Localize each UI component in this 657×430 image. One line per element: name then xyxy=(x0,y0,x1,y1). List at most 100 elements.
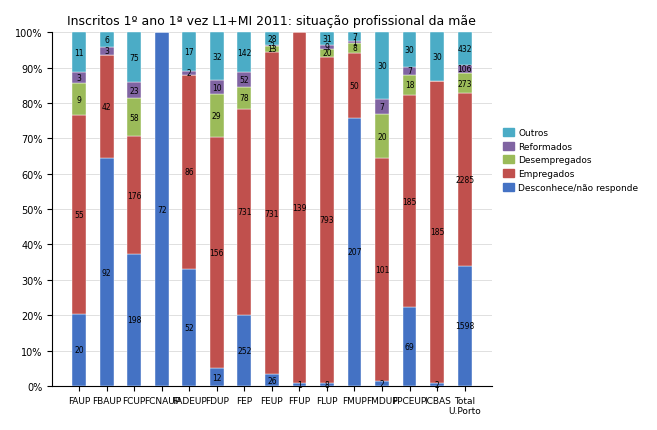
Text: 1598: 1598 xyxy=(455,322,474,330)
Text: 11: 11 xyxy=(74,49,84,58)
Text: 52: 52 xyxy=(185,323,194,332)
Text: 156: 156 xyxy=(210,249,224,258)
Text: 23: 23 xyxy=(129,86,139,95)
Bar xyxy=(292,33,306,384)
Text: 13: 13 xyxy=(267,45,277,54)
Text: 32: 32 xyxy=(212,52,221,61)
Bar xyxy=(348,43,361,54)
Text: 185: 185 xyxy=(402,197,417,206)
Bar xyxy=(127,254,141,386)
Bar xyxy=(72,314,86,386)
Bar xyxy=(458,74,472,94)
Bar xyxy=(375,33,389,99)
Text: 92: 92 xyxy=(102,268,112,277)
Text: 3: 3 xyxy=(269,42,275,51)
Bar xyxy=(375,115,389,159)
Text: 12: 12 xyxy=(212,373,221,381)
Text: 55: 55 xyxy=(74,211,84,219)
Text: 7: 7 xyxy=(352,33,357,42)
Bar xyxy=(320,383,334,386)
Text: 18: 18 xyxy=(405,81,415,90)
Bar xyxy=(403,307,417,386)
Bar xyxy=(348,54,361,119)
Text: 6: 6 xyxy=(104,36,109,45)
Bar xyxy=(375,159,389,381)
Bar xyxy=(348,42,361,43)
Bar xyxy=(183,33,196,71)
Text: 731: 731 xyxy=(237,208,252,217)
Text: 9: 9 xyxy=(77,95,81,104)
Bar xyxy=(265,47,279,52)
Bar xyxy=(183,76,196,269)
Bar xyxy=(210,95,223,138)
Text: 3: 3 xyxy=(104,47,109,56)
Bar xyxy=(127,83,141,98)
Text: 28: 28 xyxy=(267,35,277,44)
Bar xyxy=(100,55,114,159)
Bar xyxy=(375,381,389,386)
Bar xyxy=(72,116,86,314)
Text: 185: 185 xyxy=(430,228,444,237)
Bar xyxy=(237,73,251,88)
Bar xyxy=(320,33,334,46)
Bar xyxy=(210,138,223,368)
Text: 78: 78 xyxy=(240,94,249,103)
Bar xyxy=(210,80,223,95)
Text: 432: 432 xyxy=(457,45,472,54)
Text: 101: 101 xyxy=(375,266,389,275)
Title: Inscritos 1º ano 1ª vez L1+MI 2011: situação profissional da mãe: Inscritos 1º ano 1ª vez L1+MI 2011: situ… xyxy=(68,15,476,28)
Bar xyxy=(403,76,417,96)
Text: 50: 50 xyxy=(350,82,359,91)
Bar xyxy=(348,33,361,42)
Bar xyxy=(72,73,86,84)
Text: 198: 198 xyxy=(127,316,141,325)
Text: 8: 8 xyxy=(352,44,357,53)
Bar xyxy=(237,33,251,73)
Bar xyxy=(100,33,114,48)
Text: 731: 731 xyxy=(265,209,279,218)
Text: 9: 9 xyxy=(325,43,329,52)
Text: 142: 142 xyxy=(237,49,252,58)
Text: 31: 31 xyxy=(322,35,332,44)
Text: 29: 29 xyxy=(212,112,221,121)
Bar xyxy=(292,384,306,386)
Bar xyxy=(265,52,279,375)
Text: 69: 69 xyxy=(405,342,415,351)
Bar xyxy=(458,33,472,66)
Bar xyxy=(403,96,417,307)
Bar xyxy=(237,315,251,386)
Text: 52: 52 xyxy=(240,76,249,85)
Text: 30: 30 xyxy=(432,53,442,62)
Text: 273: 273 xyxy=(457,80,472,89)
Text: 3: 3 xyxy=(77,74,81,83)
Bar xyxy=(127,98,141,137)
Bar xyxy=(210,368,223,386)
Bar xyxy=(320,49,334,58)
Bar xyxy=(127,137,141,254)
Text: 10: 10 xyxy=(212,83,221,92)
Text: 72: 72 xyxy=(157,205,166,214)
Bar xyxy=(430,82,444,383)
Text: 8: 8 xyxy=(325,380,329,389)
Text: 58: 58 xyxy=(129,113,139,122)
Text: 176: 176 xyxy=(127,191,141,200)
Bar xyxy=(210,33,223,80)
Text: 2285: 2285 xyxy=(455,175,474,184)
Text: 106: 106 xyxy=(457,65,472,74)
Text: 20: 20 xyxy=(322,49,332,58)
Legend: Outros, Reformados, Desempregados, Empregados, Desconhece/não responde: Outros, Reformados, Desempregados, Empre… xyxy=(501,126,641,195)
Bar xyxy=(72,33,86,73)
Text: 42: 42 xyxy=(102,103,112,112)
Bar xyxy=(72,84,86,116)
Bar xyxy=(265,33,279,46)
Bar xyxy=(265,375,279,386)
Bar xyxy=(183,71,196,76)
Bar xyxy=(348,119,361,386)
Text: 1: 1 xyxy=(352,38,357,47)
Bar xyxy=(403,68,417,76)
Text: 207: 207 xyxy=(348,248,362,257)
Text: 2: 2 xyxy=(187,69,192,78)
Bar xyxy=(430,383,444,386)
Text: 1: 1 xyxy=(297,380,302,389)
Bar xyxy=(458,94,472,266)
